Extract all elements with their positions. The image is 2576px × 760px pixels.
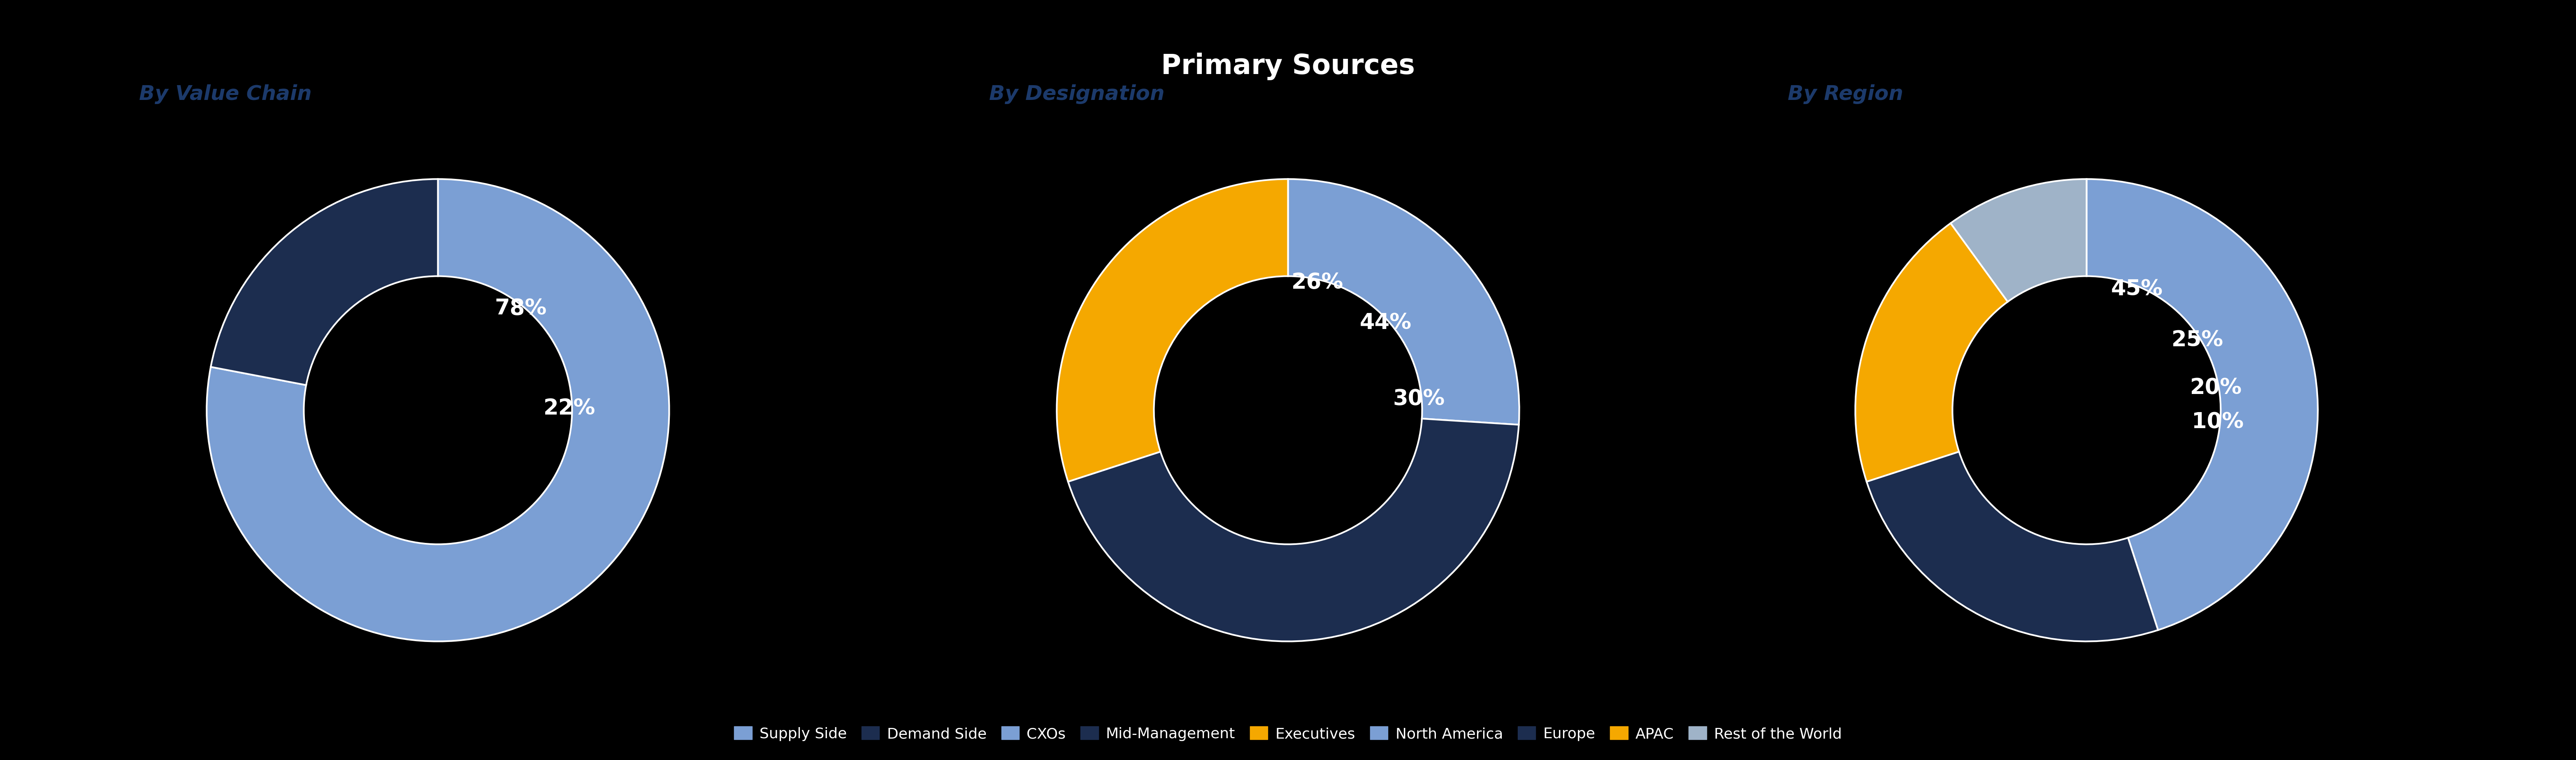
- Wedge shape: [2087, 179, 2318, 630]
- Legend: Supply Side, Demand Side, CXOs, Mid-Management, Executives, North America, Europ: Supply Side, Demand Side, CXOs, Mid-Mana…: [729, 720, 1847, 746]
- Text: 26%: 26%: [1291, 271, 1345, 293]
- Text: 45%: 45%: [2110, 278, 2164, 299]
- Text: 44%: 44%: [1360, 312, 1412, 333]
- Text: 22%: 22%: [544, 397, 595, 419]
- Text: By Value Chain: By Value Chain: [139, 84, 312, 104]
- Text: Primary Sources: Primary Sources: [1162, 52, 1414, 81]
- Text: 78%: 78%: [495, 298, 546, 319]
- Wedge shape: [1288, 179, 1520, 425]
- Wedge shape: [1069, 419, 1520, 641]
- Text: By Region: By Region: [1788, 84, 1904, 104]
- Wedge shape: [1056, 179, 1288, 482]
- Text: 25%: 25%: [2172, 329, 2223, 350]
- Wedge shape: [206, 179, 670, 641]
- Text: By Designation: By Designation: [989, 84, 1164, 104]
- Text: 10%: 10%: [2192, 411, 2244, 432]
- Text: 20%: 20%: [2190, 377, 2241, 398]
- Wedge shape: [211, 179, 438, 385]
- Wedge shape: [1868, 451, 2159, 641]
- Wedge shape: [1950, 179, 2087, 302]
- Wedge shape: [1855, 223, 2007, 482]
- Text: 30%: 30%: [1394, 388, 1445, 410]
